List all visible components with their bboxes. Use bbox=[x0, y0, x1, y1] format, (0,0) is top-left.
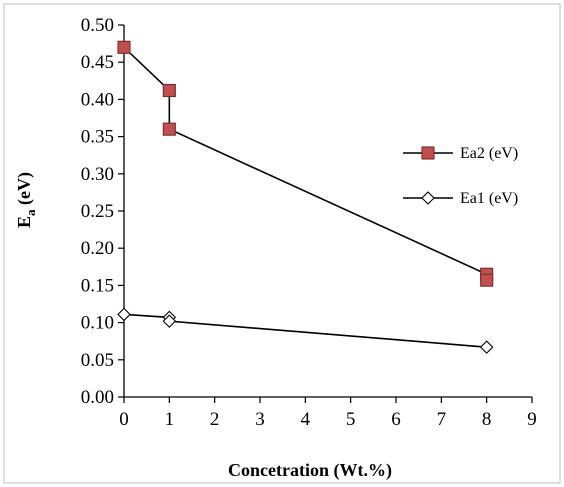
data-point-ea1 bbox=[479, 340, 494, 354]
data-point-ea2 bbox=[162, 83, 176, 98]
legend: Ea2 (eV) Ea1 (eV) bbox=[403, 145, 518, 207]
data-point-ea1 bbox=[162, 314, 177, 328]
x-tick-label: 4 bbox=[301, 409, 311, 430]
y-axis-title-subscript: a bbox=[23, 209, 38, 216]
legend-marker bbox=[421, 146, 435, 160]
legend-label: Ea1 (eV) bbox=[460, 190, 518, 207]
x-tick-label: 2 bbox=[210, 409, 220, 430]
y-tick-label: 0.35 bbox=[81, 127, 114, 148]
x-tick-label: 1 bbox=[165, 409, 175, 430]
x-tick-label: 9 bbox=[527, 409, 537, 430]
x-tick-label: 3 bbox=[255, 409, 265, 430]
chart-frame bbox=[3, 3, 561, 484]
y-tick-label: 0.05 bbox=[81, 350, 114, 371]
y-tick-label: 0.45 bbox=[81, 52, 114, 73]
series-ea2 bbox=[117, 40, 494, 287]
legend-item-ea1: Ea1 (eV) bbox=[403, 190, 518, 207]
x-axis-ticks: 0 1 2 3 4 5 6 7 8 9 bbox=[119, 397, 537, 430]
y-tick-label: 0.20 bbox=[81, 238, 114, 259]
legend-item-ea2: Ea2 (eV) bbox=[403, 145, 518, 162]
y-tick-label: 0.30 bbox=[81, 164, 114, 185]
y-axis-title-main: E bbox=[14, 216, 34, 228]
data-point-ea2 bbox=[117, 40, 131, 54]
x-tick-label: 7 bbox=[437, 409, 447, 430]
y-tick-label: 0.40 bbox=[81, 89, 114, 110]
legend-marker bbox=[421, 191, 435, 205]
data-point-ea1 bbox=[117, 307, 131, 322]
x-tick-label: 0 bbox=[119, 409, 129, 430]
x-tick-label: 6 bbox=[391, 409, 401, 430]
x-axis-title: Concetration (Wt.%) bbox=[228, 460, 392, 481]
y-tick-label: 0.25 bbox=[81, 201, 114, 222]
y-tick-label: 0.15 bbox=[81, 275, 114, 296]
y-axis-title: Ea (eV) bbox=[14, 172, 38, 228]
y-tick-label: 0.00 bbox=[81, 387, 114, 408]
y-axis-title-unit: (eV) bbox=[14, 172, 35, 209]
y-axis-ticks: 0.00 0.05 0.10 0.15 0.20 0.25 0.30 0.35 0.40 0.45… bbox=[81, 15, 124, 408]
x-tick-label: 8 bbox=[482, 409, 492, 430]
data-point-ea2 bbox=[162, 122, 176, 136]
y-tick-label: 0.50 bbox=[81, 15, 114, 36]
y-tick-label: 0.10 bbox=[81, 313, 114, 334]
data-point-ea2 bbox=[480, 273, 494, 287]
legend-label: Ea2 (eV) bbox=[460, 145, 518, 162]
series-layer bbox=[117, 40, 494, 354]
series-ea1 bbox=[117, 307, 494, 354]
x-tick-label: 5 bbox=[346, 409, 356, 430]
